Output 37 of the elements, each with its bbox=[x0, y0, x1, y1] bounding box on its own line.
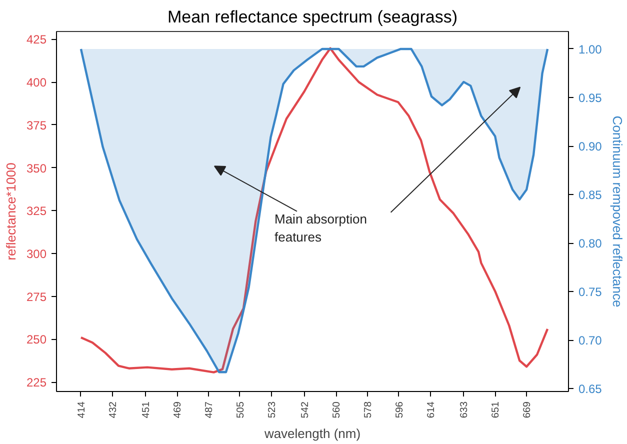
y2-axis-title: Continuum rempoved reflectance bbox=[610, 116, 625, 308]
y-tick-label: 275 bbox=[26, 290, 47, 304]
x-tick-label: 633 bbox=[459, 401, 470, 418]
x-tick-label: 578 bbox=[363, 401, 374, 418]
y2-tick-label: 0.95 bbox=[578, 90, 602, 105]
x-axis-title: wavelength (nm) bbox=[263, 426, 361, 442]
x-tick-label: 469 bbox=[172, 401, 184, 418]
y-tick-label: 375 bbox=[26, 118, 47, 132]
y2-tick-label: 0.70 bbox=[578, 334, 602, 348]
x-tick-label: 414 bbox=[76, 401, 88, 418]
y2-tick-label: 0.85 bbox=[578, 188, 602, 202]
y2-tick-label: 0.80 bbox=[578, 236, 602, 251]
x-tick-label: 596 bbox=[394, 401, 406, 418]
x-tick-label: 651 bbox=[490, 401, 502, 418]
chart-title: Mean reflectance spectrum (seagrass) bbox=[167, 8, 458, 26]
x-tick-label: 487 bbox=[204, 401, 216, 418]
y-tick-label: 250 bbox=[26, 332, 47, 347]
y2-tick-label: 1.00 bbox=[578, 42, 602, 56]
y2-tick-label: 0.75 bbox=[578, 285, 602, 300]
y2-tick-label: 0.90 bbox=[578, 140, 602, 154]
annotation: Main absorption features bbox=[274, 212, 367, 244]
x-tick-label: 614 bbox=[426, 401, 437, 418]
y-tick-label: 300 bbox=[26, 247, 47, 261]
x-tick-label: 542 bbox=[300, 401, 312, 418]
x-tick-label: 432 bbox=[108, 401, 119, 418]
x-tick-label: 523 bbox=[266, 401, 278, 418]
y-tick-label: 225 bbox=[26, 376, 47, 390]
x-tick-label: 560 bbox=[332, 401, 343, 418]
y-tick-label: 425 bbox=[26, 32, 47, 47]
x-tick-label: 669 bbox=[522, 401, 534, 418]
y-axis-title: reflectance*1000 bbox=[3, 162, 18, 260]
x-tick-label: 451 bbox=[141, 401, 152, 418]
y-tick-label: 325 bbox=[26, 204, 47, 218]
y2-tick-label: 0.65 bbox=[578, 382, 602, 396]
y-tick-label: 350 bbox=[26, 161, 47, 176]
y-tick-label: 400 bbox=[26, 76, 47, 90]
x-tick-label: 505 bbox=[235, 401, 246, 418]
